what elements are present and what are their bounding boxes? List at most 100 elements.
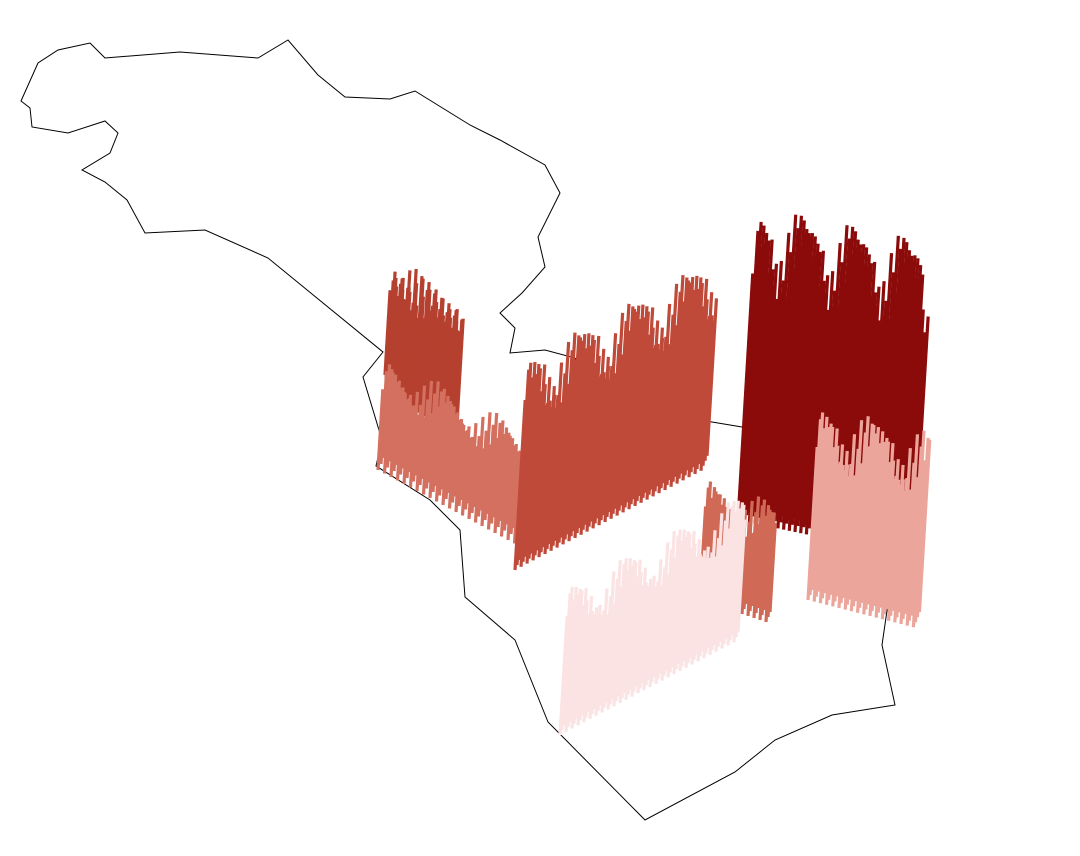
- extrusion-stroke: [695, 299, 709, 470]
- extrusion-stroke: [899, 494, 911, 625]
- extrusion-stroke: [664, 531, 676, 671]
- extrusion-stroke: [756, 499, 767, 609]
- extrusion-stroke: [547, 395, 560, 545]
- extrusion-stroke: [685, 288, 700, 471]
- extrusion-stroke: [682, 547, 693, 662]
- extrusion-stroke: [634, 584, 644, 687]
- extrusion-stroke: [645, 320, 660, 500]
- extrusion-stroke: [605, 373, 618, 518]
- extrusion-stroke: [745, 225, 766, 516]
- extrusion-stroke: [559, 350, 574, 538]
- extrusion-stroke: [699, 292, 714, 471]
- extrusion-stroke: [804, 250, 826, 535]
- extrusion-stroke: [710, 538, 721, 651]
- extrusion-stroke: [686, 543, 697, 663]
- extrusion-stroke: [579, 335, 595, 535]
- extrusion-stroke: [480, 459, 488, 527]
- extrusion-stroke: [496, 433, 506, 528]
- extrusion-stroke: [602, 596, 613, 708]
- extrusion-stroke: [412, 305, 423, 415]
- extrusion-stroke: [563, 359, 578, 540]
- extrusion-stroke: [444, 404, 454, 500]
- extrusion-stroke: [441, 414, 451, 506]
- extrusion-stroke: [658, 542, 670, 674]
- extrusion-stroke: [610, 559, 622, 700]
- extrusion-stroke: [860, 423, 874, 603]
- extrusion-stroke: [450, 412, 460, 503]
- extrusion-stroke: [537, 377, 552, 558]
- extrusion-stroke: [641, 327, 655, 498]
- extrusion-stroke: [764, 512, 775, 623]
- extrusion-stroke: [622, 565, 634, 694]
- extrusion-stroke: [581, 339, 596, 530]
- extrusion-stroke: [626, 561, 638, 695]
- extrusion-stroke: [845, 475, 857, 605]
- extrusion-stroke: [566, 586, 578, 727]
- extrusion-stroke: [736, 273, 755, 521]
- extrusion-stroke: [887, 459, 900, 621]
- extrusion-stroke: [447, 413, 457, 509]
- extrusion-stroke: [483, 444, 492, 521]
- extrusion-stroke: [633, 306, 649, 507]
- extrusion-stroke: [773, 313, 790, 522]
- extrusion-stroke: [870, 431, 885, 612]
- extrusion-stroke: [829, 463, 841, 595]
- extrusion-stroke: [688, 556, 698, 658]
- extrusion-stroke: [903, 462, 916, 615]
- extrusion-stroke: [527, 368, 543, 559]
- extrusion-stroke: [822, 447, 835, 594]
- extrusion-stroke: [808, 419, 823, 596]
- extrusion-stroke: [668, 535, 680, 673]
- extrusion-stroke: [493, 451, 502, 534]
- extrusion-stroke: [799, 243, 820, 534]
- extrusion-stroke: [389, 382, 399, 478]
- extrusion-stroke: [623, 311, 639, 508]
- extrusion-stroke: [628, 576, 639, 690]
- extrusion-stroke: [851, 463, 864, 607]
- extrusion-stroke: [649, 349, 662, 490]
- extrusion-stroke: [601, 365, 614, 516]
- extrusion-stroke: [400, 287, 411, 408]
- extrusion-stroke: [650, 581, 660, 683]
- extrusion-stroke: [893, 479, 905, 623]
- extrusion-stroke: [564, 599, 576, 732]
- extrusion-stroke: [712, 513, 724, 646]
- extrusion-stroke: [629, 304, 645, 505]
- extrusion-stroke: [617, 330, 632, 511]
- extrusion-stroke: [392, 380, 402, 472]
- extrusion-stroke: [608, 578, 620, 705]
- extrusion-stroke: [766, 512, 776, 618]
- extrusion-stroke: [553, 373, 567, 541]
- extrusion-stroke: [639, 307, 655, 503]
- extrusion-stroke: [586, 614, 596, 713]
- extrusion-stroke: [625, 305, 641, 503]
- extrusion-stroke: [434, 420, 443, 502]
- extrusion-stroke: [694, 556, 704, 655]
- extrusion-stroke: [704, 552, 714, 654]
- extrusion-stroke: [670, 529, 682, 668]
- extrusion-stroke: [539, 400, 552, 553]
- extrusion-stroke: [732, 502, 744, 643]
- extrusion-stroke: [759, 263, 779, 525]
- extrusion-stroke: [517, 362, 533, 561]
- extrusion-stroke: [652, 559, 663, 678]
- extrusion-stroke: [647, 343, 660, 495]
- extrusion-stroke: [669, 334, 682, 487]
- extrusion-stroke: [843, 480, 855, 610]
- extrusion-stroke: [609, 378, 622, 519]
- extrusion-stroke: [582, 596, 594, 723]
- extrusion-stroke: [560, 593, 572, 731]
- extrusion-stroke: [728, 500, 740, 641]
- extrusion-stroke: [760, 505, 771, 616]
- extrusion-stroke: [882, 460, 896, 615]
- extrusion-stroke: [884, 478, 896, 610]
- extrusion-stroke: [714, 545, 724, 652]
- extrusion-stroke: [816, 426, 830, 592]
- extrusion-stroke: [600, 614, 610, 713]
- extrusion-stroke: [599, 379, 612, 521]
- extrusion-stroke: [574, 604, 585, 719]
- extrusion-stroke: [463, 437, 472, 510]
- extrusion-stroke: [793, 256, 814, 533]
- extrusion-stroke: [700, 546, 710, 652]
- extrusion-stroke: [770, 318, 787, 528]
